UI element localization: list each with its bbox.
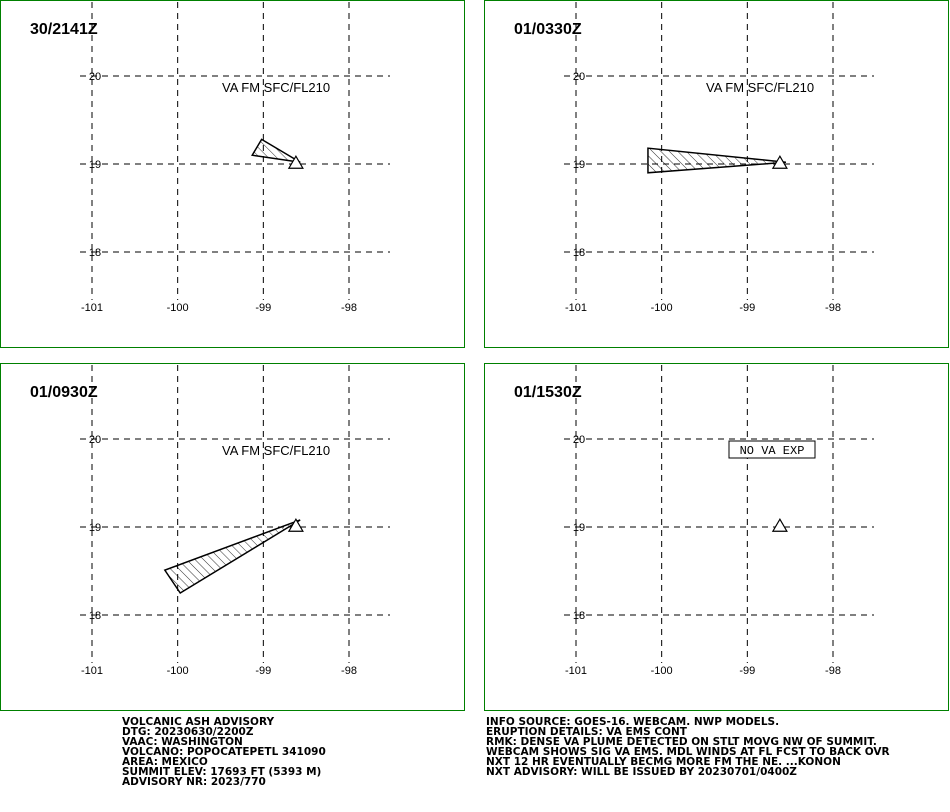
advisory-line: DTG: 20230630/2200Z	[122, 726, 254, 738]
x-tick-label: -99	[255, 665, 271, 677]
x-tick-label: -101	[565, 665, 587, 677]
volcano-symbol	[771, 518, 788, 532]
y-tick-label: 19	[89, 159, 101, 171]
x-tick-label: -101	[565, 302, 587, 314]
advisory-line: AREA: MEXICO	[122, 756, 208, 768]
y-tick-label: 18	[89, 610, 101, 622]
x-tick-label: -101	[81, 302, 103, 314]
x-tick-label: -101	[81, 665, 103, 677]
no-va-label: NO VA EXP	[740, 444, 805, 458]
advisory-line: VAAC: WASHINGTON	[122, 736, 243, 748]
panel: -101 -100 -99 -98 20 19 18 30/2141Z VA FM SFC/FL…	[0, 0, 465, 348]
panel: -101 -100 -99 -98 20 19 18 01/0930Z VA FM SFC/FL…	[0, 363, 465, 711]
ash-area	[163, 519, 301, 595]
info-line: INFO SOURCE: GOES-16. WEBCAM. NWP MODELS…	[486, 716, 779, 728]
y-tick-label: 19	[89, 522, 101, 534]
level-label: VA FM SFC/FL210	[706, 80, 814, 95]
volcano-symbol	[287, 518, 304, 532]
y-tick-label: 18	[89, 247, 101, 259]
advisory-line: VOLCANO: POPOCATEPETL 341090	[122, 746, 326, 758]
x-tick-label: -98	[341, 665, 357, 677]
y-tick-label: 20	[573, 434, 585, 446]
info-line: WEBCAM SHOWS SIG VA EMS. MDL WINDS AT FL…	[486, 746, 890, 758]
panel: -101 -100 -99 -98 20 19 18 01/1530Z NO VA EXP	[484, 363, 949, 711]
advisory-line: VOLCANIC ASH ADVISORY	[122, 716, 274, 728]
y-tick-label: 18	[573, 247, 585, 259]
label-box	[728, 440, 816, 459]
y-tick-label: 18	[573, 610, 585, 622]
volcano-symbol	[771, 155, 788, 169]
y-tick-label: 19	[573, 522, 585, 534]
panel: -101 -100 -99 -98 20 19 18 01/0330Z VA FM SFC/FL…	[484, 0, 949, 348]
x-tick-label: -100	[167, 665, 189, 677]
y-tick-label: 19	[573, 159, 585, 171]
y-tick-label: 20	[89, 434, 101, 446]
x-tick-label: -98	[825, 665, 841, 677]
advisory-line: ADVISORY NR: 2023/770	[122, 776, 266, 788]
info-line: NXT 12 HR EVENTUALLY BECMG MORE FM THE N…	[486, 756, 841, 768]
panel-frame	[484, 0, 949, 348]
valid-time: 30/2141Z	[30, 21, 98, 38]
info-line: NXT ADVISORY: WILL BE ISSUED BY 20230701…	[486, 766, 797, 778]
volcano-symbol	[287, 155, 304, 169]
level-label: VA FM SFC/FL210	[222, 443, 330, 458]
x-tick-label: -98	[341, 302, 357, 314]
valid-time: 01/0930Z	[30, 384, 98, 401]
valid-time: 01/0330Z	[514, 21, 582, 38]
ash-area	[647, 147, 786, 174]
x-tick-label: -99	[255, 302, 271, 314]
panel-frame	[484, 363, 949, 711]
valid-time: 01/1530Z	[514, 384, 582, 401]
info-line: ERUPTION DETAILS: VA EMS CONT	[486, 726, 688, 738]
panel-frame	[0, 363, 465, 711]
x-tick-label: -99	[739, 665, 755, 677]
y-tick-label: 20	[89, 71, 101, 83]
level-label: VA FM SFC/FL210	[222, 80, 330, 95]
y-tick-label: 20	[573, 71, 585, 83]
ash-area	[250, 138, 301, 163]
info-line: RMK: DENSE VA PLUME DETECTED ON STLT MOV…	[486, 736, 877, 748]
advisory-line: SUMMIT ELEV: 17693 FT (5393 M)	[122, 766, 321, 778]
panel-frame	[0, 0, 465, 348]
x-tick-label: -100	[651, 665, 673, 677]
x-tick-label: -99	[739, 302, 755, 314]
x-tick-label: -100	[651, 302, 673, 314]
x-tick-label: -100	[167, 302, 189, 314]
x-tick-label: -98	[825, 302, 841, 314]
